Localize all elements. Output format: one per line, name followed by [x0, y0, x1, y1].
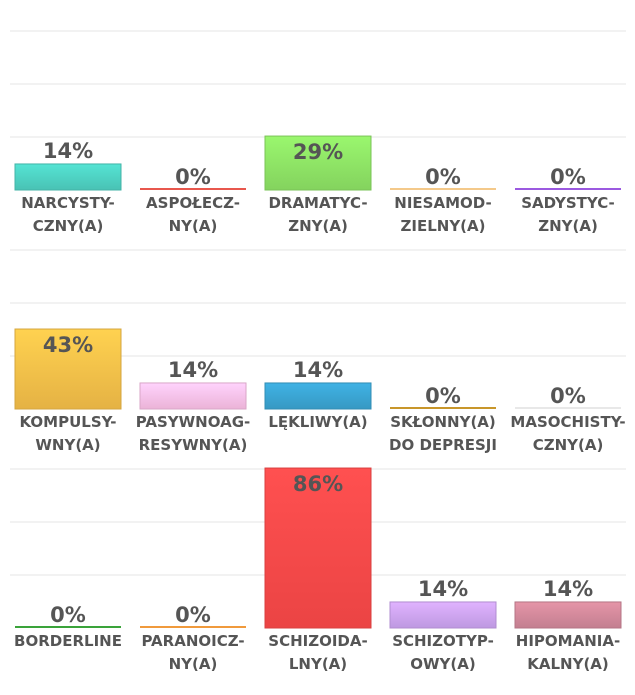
category-label: DRAMATYC- [268, 194, 367, 212]
category-label: KOMPULSY- [19, 413, 116, 431]
bar-value-label: 0% [425, 384, 461, 408]
bar [14, 163, 122, 191]
bar [515, 407, 621, 409]
bar-value-label: 14% [418, 577, 468, 601]
category-label: SKŁONNY(A) [390, 413, 496, 431]
bar [15, 626, 121, 628]
category-label: LĘKLIWY(A) [268, 413, 367, 431]
bar [264, 382, 372, 410]
bar [139, 382, 247, 410]
category-label: SCHIZOTYP- [392, 632, 494, 650]
category-label: WNY(A) [35, 436, 100, 454]
bar-value-label: 29% [293, 140, 343, 164]
bar [390, 407, 496, 409]
bar [140, 626, 246, 628]
category-label: PARANOICZ- [141, 632, 244, 650]
bar [140, 188, 246, 190]
category-label: BORDERLINE [14, 632, 122, 650]
bar [389, 601, 497, 629]
category-label: MASOCHISTY- [510, 413, 625, 431]
category-label: HIPOMANIA- [516, 632, 620, 650]
category-label: SCHIZOIDA- [268, 632, 367, 650]
category-label: PASYWNOAG- [136, 413, 251, 431]
bar [515, 188, 621, 190]
category-label: NARCYSTY- [21, 194, 115, 212]
bar-value-label: 86% [293, 472, 343, 496]
category-label: NY(A) [169, 217, 218, 235]
category-label: ZIELNY(A) [401, 217, 486, 235]
category-label: ZNY(A) [288, 217, 348, 235]
bar-value-label: 0% [175, 603, 211, 627]
bar-value-label: 0% [175, 165, 211, 189]
bar-value-label: 43% [43, 333, 93, 357]
category-label: DO DEPRESJI [389, 436, 497, 454]
category-label: ASPOŁECZ- [146, 194, 240, 212]
bar [390, 188, 496, 190]
bar [264, 135, 372, 191]
bar-value-label: 14% [43, 139, 93, 163]
bar-value-label: 0% [425, 165, 461, 189]
bar-value-label: 0% [550, 384, 586, 408]
bar-value-label: 14% [168, 358, 218, 382]
category-label: OWY(A) [410, 655, 475, 673]
bar-value-label: 14% [543, 577, 593, 601]
category-label: KALNY(A) [527, 655, 609, 673]
bar-value-label: 0% [550, 165, 586, 189]
category-label: LNY(A) [289, 655, 347, 673]
category-label: SADYSTYC- [521, 194, 615, 212]
bar [514, 601, 622, 629]
category-label: ZNY(A) [538, 217, 598, 235]
category-label: RESYWNY(A) [139, 436, 248, 454]
category-label: NIESAMOD- [394, 194, 491, 212]
category-label: NY(A) [169, 655, 218, 673]
bar [14, 328, 122, 410]
category-label: CZNY(A) [33, 217, 104, 235]
bar-value-label: 14% [293, 358, 343, 382]
bar [264, 467, 372, 629]
bar-value-label: 0% [50, 603, 86, 627]
category-label: CZNY(A) [533, 436, 604, 454]
